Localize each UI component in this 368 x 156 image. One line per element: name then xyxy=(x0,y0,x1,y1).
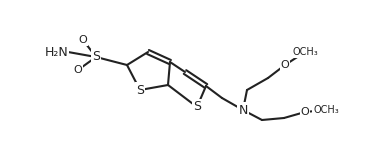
Text: O: O xyxy=(79,35,87,45)
Text: N: N xyxy=(238,103,248,117)
Text: O: O xyxy=(281,60,289,70)
Text: S: S xyxy=(136,83,144,97)
Text: S: S xyxy=(92,51,100,63)
Text: OCH₃: OCH₃ xyxy=(292,47,318,57)
Text: H₂N: H₂N xyxy=(44,46,68,58)
Text: O: O xyxy=(301,107,309,117)
Text: O: O xyxy=(74,65,82,75)
Text: S: S xyxy=(193,100,201,114)
Text: OCH₃: OCH₃ xyxy=(313,105,339,115)
